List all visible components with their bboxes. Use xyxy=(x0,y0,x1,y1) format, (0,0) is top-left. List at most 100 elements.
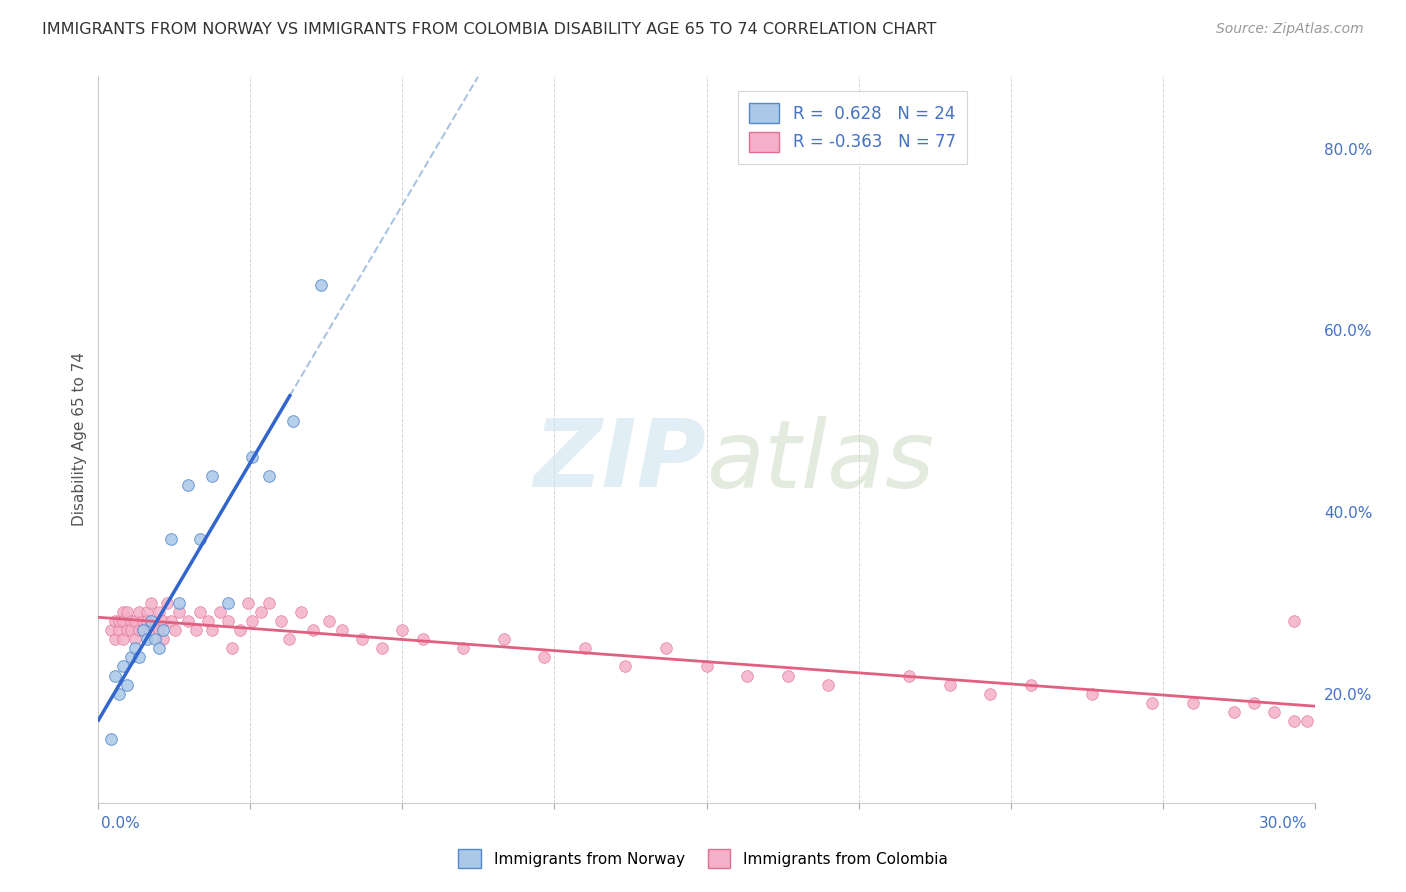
Point xyxy=(132,623,155,637)
Point xyxy=(371,641,394,656)
Point xyxy=(217,596,239,610)
Point xyxy=(197,614,219,628)
Point xyxy=(257,468,280,483)
Point xyxy=(128,605,150,619)
Point xyxy=(107,623,129,637)
Point xyxy=(330,623,353,637)
Point xyxy=(574,641,596,656)
Point xyxy=(169,596,191,610)
Text: IMMIGRANTS FROM NORWAY VS IMMIGRANTS FROM COLOMBIA DISABILITY AGE 65 TO 74 CORRE: IMMIGRANTS FROM NORWAY VS IMMIGRANTS FRO… xyxy=(42,22,936,37)
Y-axis label: Disability Age 65 to 74: Disability Age 65 to 74 xyxy=(72,352,87,526)
Point xyxy=(1284,614,1306,628)
Point xyxy=(311,277,333,292)
Point xyxy=(160,533,183,547)
Legend: R =  0.628   N = 24, R = -0.363   N = 77: R = 0.628 N = 24, R = -0.363 N = 77 xyxy=(738,91,967,164)
Point xyxy=(412,632,434,647)
Point xyxy=(120,623,142,637)
Point xyxy=(350,632,373,647)
Point xyxy=(104,614,127,628)
Point xyxy=(979,687,1001,701)
Point xyxy=(100,623,122,637)
Point xyxy=(136,614,159,628)
Point xyxy=(152,623,174,637)
Point xyxy=(201,623,224,637)
Point xyxy=(160,614,183,628)
Point xyxy=(124,641,146,656)
Point xyxy=(188,605,211,619)
Point xyxy=(1284,714,1306,728)
Point xyxy=(221,641,243,656)
Point xyxy=(148,641,170,656)
Point xyxy=(124,632,146,647)
Point xyxy=(776,668,799,682)
Point xyxy=(614,659,637,673)
Text: ZIP: ZIP xyxy=(534,415,707,508)
Text: atlas: atlas xyxy=(707,416,935,507)
Point xyxy=(176,614,198,628)
Point xyxy=(217,614,239,628)
Point xyxy=(156,596,179,610)
Point xyxy=(132,623,155,637)
Point xyxy=(169,605,191,619)
Point xyxy=(302,623,325,637)
Point xyxy=(111,659,134,673)
Point xyxy=(278,632,301,647)
Text: 0.0%: 0.0% xyxy=(101,816,141,831)
Point xyxy=(139,614,162,628)
Point xyxy=(143,632,166,647)
Point xyxy=(249,605,271,619)
Point xyxy=(128,650,150,665)
Point xyxy=(120,650,142,665)
Point xyxy=(104,632,127,647)
Point xyxy=(124,614,146,628)
Point xyxy=(229,623,252,637)
Point xyxy=(238,596,260,610)
Point xyxy=(115,605,138,619)
Point xyxy=(242,614,264,628)
Point xyxy=(453,641,475,656)
Point xyxy=(128,623,150,637)
Point xyxy=(201,468,224,483)
Point xyxy=(136,605,159,619)
Point xyxy=(132,614,155,628)
Point xyxy=(655,641,678,656)
Point xyxy=(257,596,280,610)
Point xyxy=(1182,696,1205,710)
Point xyxy=(120,614,142,628)
Point xyxy=(1142,696,1164,710)
Point xyxy=(148,605,170,619)
Point xyxy=(184,623,207,637)
Point xyxy=(107,614,129,628)
Text: 30.0%: 30.0% xyxy=(1260,816,1308,831)
Point xyxy=(242,450,264,465)
Point xyxy=(1019,678,1042,692)
Point xyxy=(111,605,134,619)
Point xyxy=(1295,714,1317,728)
Point xyxy=(111,632,134,647)
Point xyxy=(139,623,162,637)
Point xyxy=(281,414,304,428)
Point xyxy=(188,533,211,547)
Point xyxy=(735,668,758,682)
Point xyxy=(152,632,174,647)
Point xyxy=(115,678,138,692)
Point xyxy=(100,732,122,747)
Point xyxy=(165,623,187,637)
Point xyxy=(391,623,413,637)
Point xyxy=(270,614,292,628)
Point xyxy=(148,623,170,637)
Point xyxy=(107,687,129,701)
Point xyxy=(492,632,515,647)
Point xyxy=(318,614,340,628)
Point xyxy=(939,678,962,692)
Point xyxy=(152,614,174,628)
Point xyxy=(817,678,839,692)
Point xyxy=(104,668,127,682)
Point xyxy=(136,632,159,647)
Point xyxy=(115,623,138,637)
Point xyxy=(696,659,718,673)
Point xyxy=(290,605,312,619)
Point xyxy=(111,614,134,628)
Point xyxy=(533,650,555,665)
Point xyxy=(1222,705,1244,719)
